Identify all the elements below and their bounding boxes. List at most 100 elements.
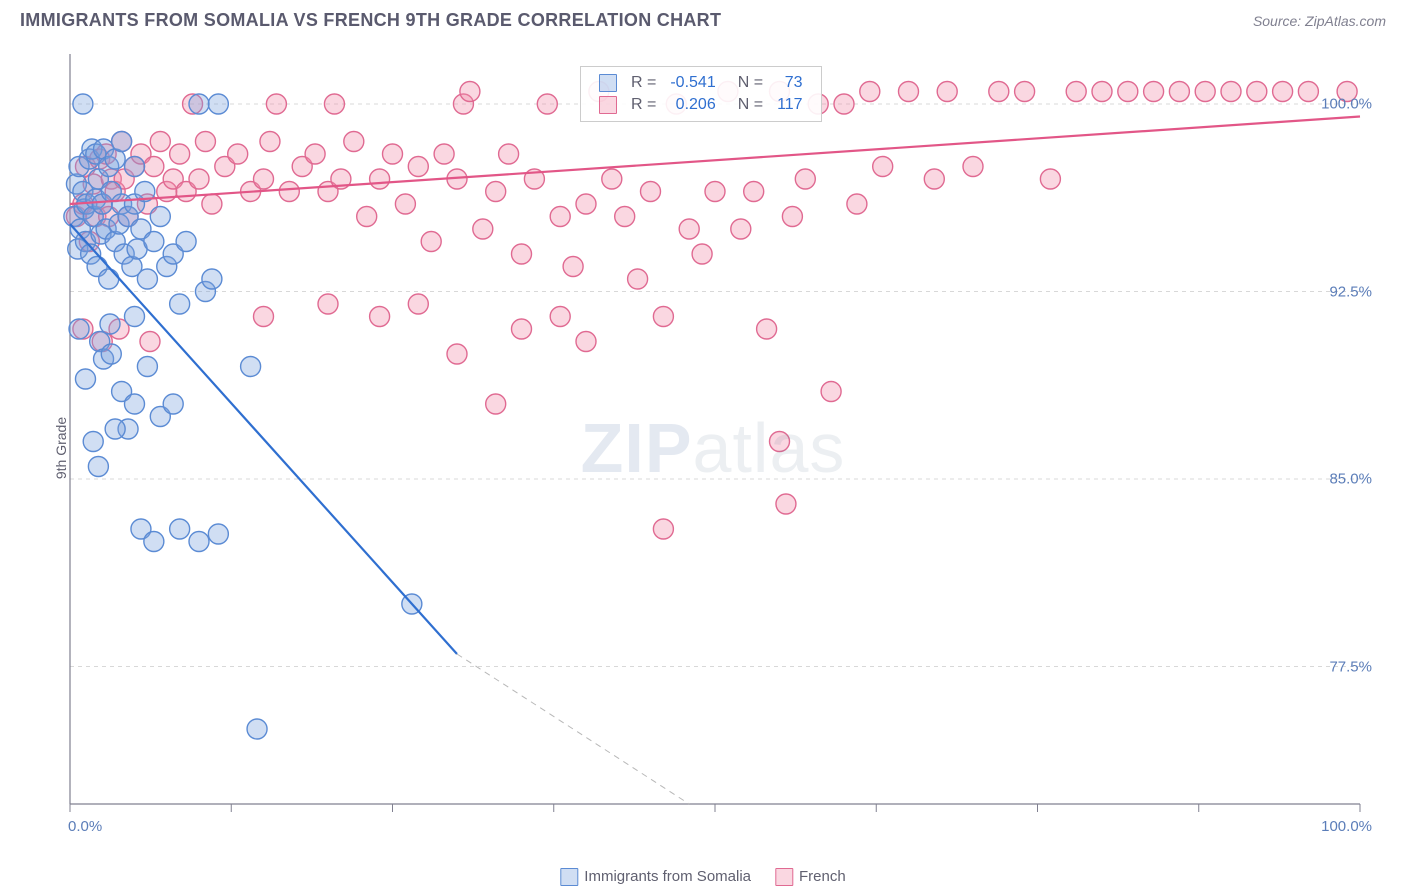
chart-title: IMMIGRANTS FROM SOMALIA VS FRENCH 9TH GR… — [20, 10, 721, 31]
french-point — [821, 382, 841, 402]
french-point — [383, 144, 403, 164]
french-point — [195, 132, 215, 152]
somalia-point — [100, 314, 120, 334]
legend-item-somalia: Immigrants from Somalia — [560, 868, 751, 886]
french-point — [615, 207, 635, 227]
french-point — [847, 194, 867, 214]
french-point — [305, 144, 325, 164]
french-point — [447, 344, 467, 364]
french-point — [1015, 82, 1035, 102]
somalia-point — [241, 357, 261, 377]
french-point — [279, 182, 299, 202]
french-point — [1195, 82, 1215, 102]
correlation-legend: R =-0.541N =73R =0.206N =117 — [580, 66, 822, 122]
chart-header: IMMIGRANTS FROM SOMALIA VS FRENCH 9TH GR… — [0, 0, 1406, 37]
french-point — [370, 169, 390, 189]
somalia-point — [189, 532, 209, 552]
french-point — [1169, 82, 1189, 102]
french-point — [395, 194, 415, 214]
french-point — [653, 519, 673, 539]
french-point — [144, 157, 164, 177]
french-point — [963, 157, 983, 177]
french-point — [486, 182, 506, 202]
french-point — [486, 394, 506, 414]
french-point — [170, 144, 190, 164]
french-point — [873, 157, 893, 177]
corr-row-somalia: R =-0.541N =73 — [593, 73, 809, 93]
somalia-point — [176, 232, 196, 252]
chart-legend: Immigrants from SomaliaFrench — [560, 868, 845, 886]
somalia-point — [202, 269, 222, 289]
french-point — [731, 219, 751, 239]
somalia-point — [75, 369, 95, 389]
french-point — [653, 307, 673, 327]
french-point — [370, 307, 390, 327]
french-point — [408, 294, 428, 314]
french-point — [795, 169, 815, 189]
french-point — [254, 307, 274, 327]
french-point — [1298, 82, 1318, 102]
scatter-chart — [40, 44, 1386, 852]
french-point — [782, 207, 802, 227]
french-point — [140, 332, 160, 352]
french-point — [628, 269, 648, 289]
french-point — [705, 182, 725, 202]
french-point — [150, 132, 170, 152]
somalia-point — [125, 307, 145, 327]
french-point — [421, 232, 441, 252]
french-point — [473, 219, 493, 239]
somalia-point — [105, 419, 125, 439]
french-point — [860, 82, 880, 102]
y-tick-label: 85.0% — [1329, 471, 1372, 488]
somalia-point — [247, 719, 267, 739]
french-point — [434, 144, 454, 164]
y-tick-label: 77.5% — [1329, 658, 1372, 675]
french-point — [318, 294, 338, 314]
somalia-point — [101, 344, 121, 364]
french-point — [899, 82, 919, 102]
french-point — [602, 169, 622, 189]
y-axis-label: 9th Grade — [53, 417, 69, 479]
somalia-point — [208, 94, 228, 114]
french-point — [550, 307, 570, 327]
somalia-point — [88, 457, 108, 477]
corr-row-french: R =0.206N =117 — [593, 95, 809, 115]
french-point — [692, 244, 712, 264]
french-point — [1040, 169, 1060, 189]
chart-source: Source: ZipAtlas.com — [1253, 13, 1386, 29]
french-point — [512, 244, 532, 264]
somalia-point — [208, 524, 228, 544]
french-point — [757, 319, 777, 339]
french-point — [512, 319, 532, 339]
somalia-point — [144, 232, 164, 252]
somalia-point — [99, 269, 119, 289]
french-point — [460, 82, 480, 102]
somalia-point — [150, 207, 170, 227]
somalia-point — [170, 519, 190, 539]
somalia-point — [137, 357, 157, 377]
somalia-point — [73, 94, 93, 114]
french-point — [744, 182, 764, 202]
somalia-point — [189, 94, 209, 114]
french-point — [202, 194, 222, 214]
somalia-point — [163, 394, 183, 414]
y-tick-label: 100.0% — [1321, 96, 1372, 113]
somalia-point — [125, 157, 145, 177]
somalia-point — [125, 394, 145, 414]
french-point — [770, 432, 790, 452]
french-point — [1144, 82, 1164, 102]
french-point — [537, 94, 557, 114]
french-point — [1092, 82, 1112, 102]
x-axis-min-label: 0.0% — [68, 818, 102, 835]
french-point — [344, 132, 364, 152]
french-point — [260, 132, 280, 152]
french-point — [228, 144, 248, 164]
french-point — [937, 82, 957, 102]
french-point — [189, 169, 209, 189]
somalia-point — [83, 432, 103, 452]
french-point — [834, 94, 854, 114]
french-point — [563, 257, 583, 277]
french-point — [924, 169, 944, 189]
french-point — [989, 82, 1009, 102]
x-axis-max-label: 100.0% — [1321, 818, 1372, 835]
